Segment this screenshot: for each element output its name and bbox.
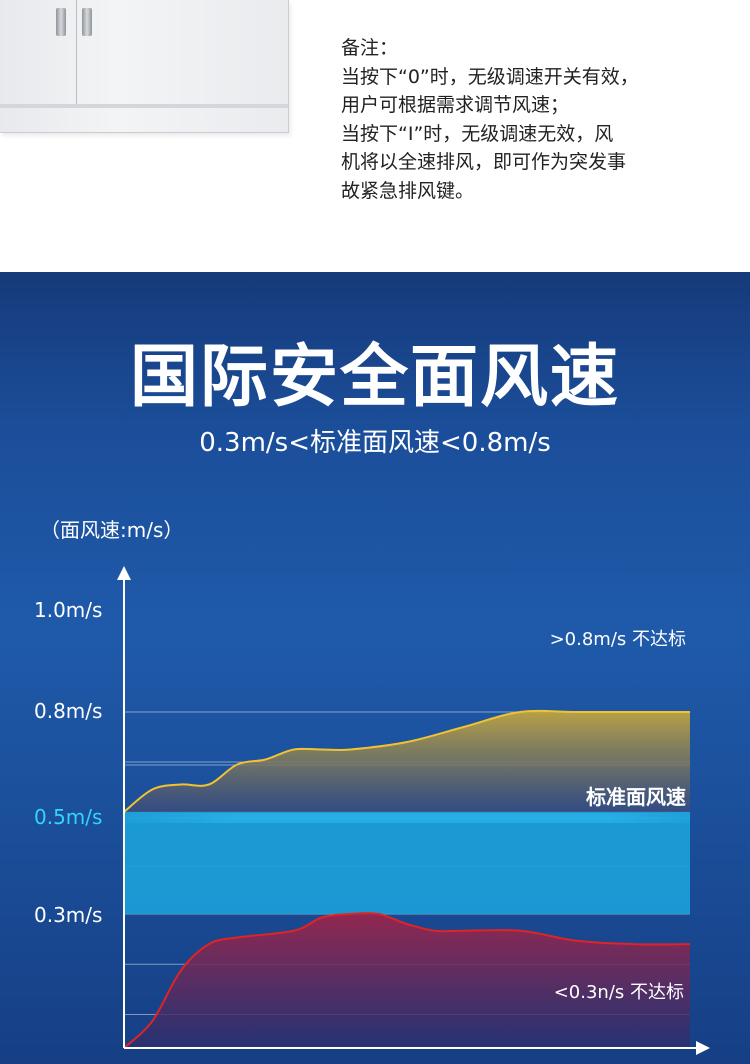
note-text: 备注： 当按下“0”时，无级调速开关有效， 用户可根据需求调节风速； 当按下“I…: [341, 34, 741, 205]
lower-series-line: [123, 912, 691, 1049]
upper-zone-label: >0.8m/s 不达标: [550, 629, 686, 650]
lower-zone-label: <0.3n/s 不达标: [554, 982, 684, 1003]
y-axis-unit-label: （面风速:m/s）: [40, 518, 184, 542]
cabinet-door-seam: [76, 0, 77, 104]
headline: 国际安全面风速: [129, 338, 620, 417]
note-line: 机将以全速排风，即可作为突发事: [341, 151, 627, 173]
y-tick-label: 0.3m/s: [34, 903, 103, 927]
y-axis-arrow-icon: [117, 566, 131, 580]
note-line: 故紧急排风键。: [341, 179, 475, 202]
note-line: 当按下“0”时，无级调速开关有效，: [341, 65, 639, 88]
upper-area: [124, 710, 690, 812]
cabinet-handle-icon: [82, 8, 92, 36]
standard-band-label: 标准面风速: [586, 785, 686, 809]
cabinet-image: [0, 0, 289, 133]
top-section: 备注： 当按下“0”时，无级调速开关有效， 用户可根据需求调节风速； 当按下“I…: [0, 0, 750, 272]
note-line: 用户可根据需求调节风速；: [341, 94, 570, 116]
standard-band: [124, 812, 690, 914]
x-axis-arrow-icon: [696, 1041, 710, 1055]
note-line: 当按下“I”时，无级调速无效，风: [341, 122, 614, 145]
cabinet-handle-icon: [56, 8, 66, 36]
note-line: 备注：: [341, 37, 399, 59]
upper-series-line: [123, 709, 690, 813]
lower-area: [124, 913, 690, 1048]
cabinet-shelf: [0, 104, 288, 108]
y-tick-label: 0.8m/s: [34, 699, 103, 723]
y-tick-label: 1.0m/s: [34, 598, 103, 622]
y-tick-label-highlight: 0.5m/s: [34, 805, 103, 829]
subheadline: 0.3m/s<标准面风速<0.8m/s: [199, 428, 551, 458]
